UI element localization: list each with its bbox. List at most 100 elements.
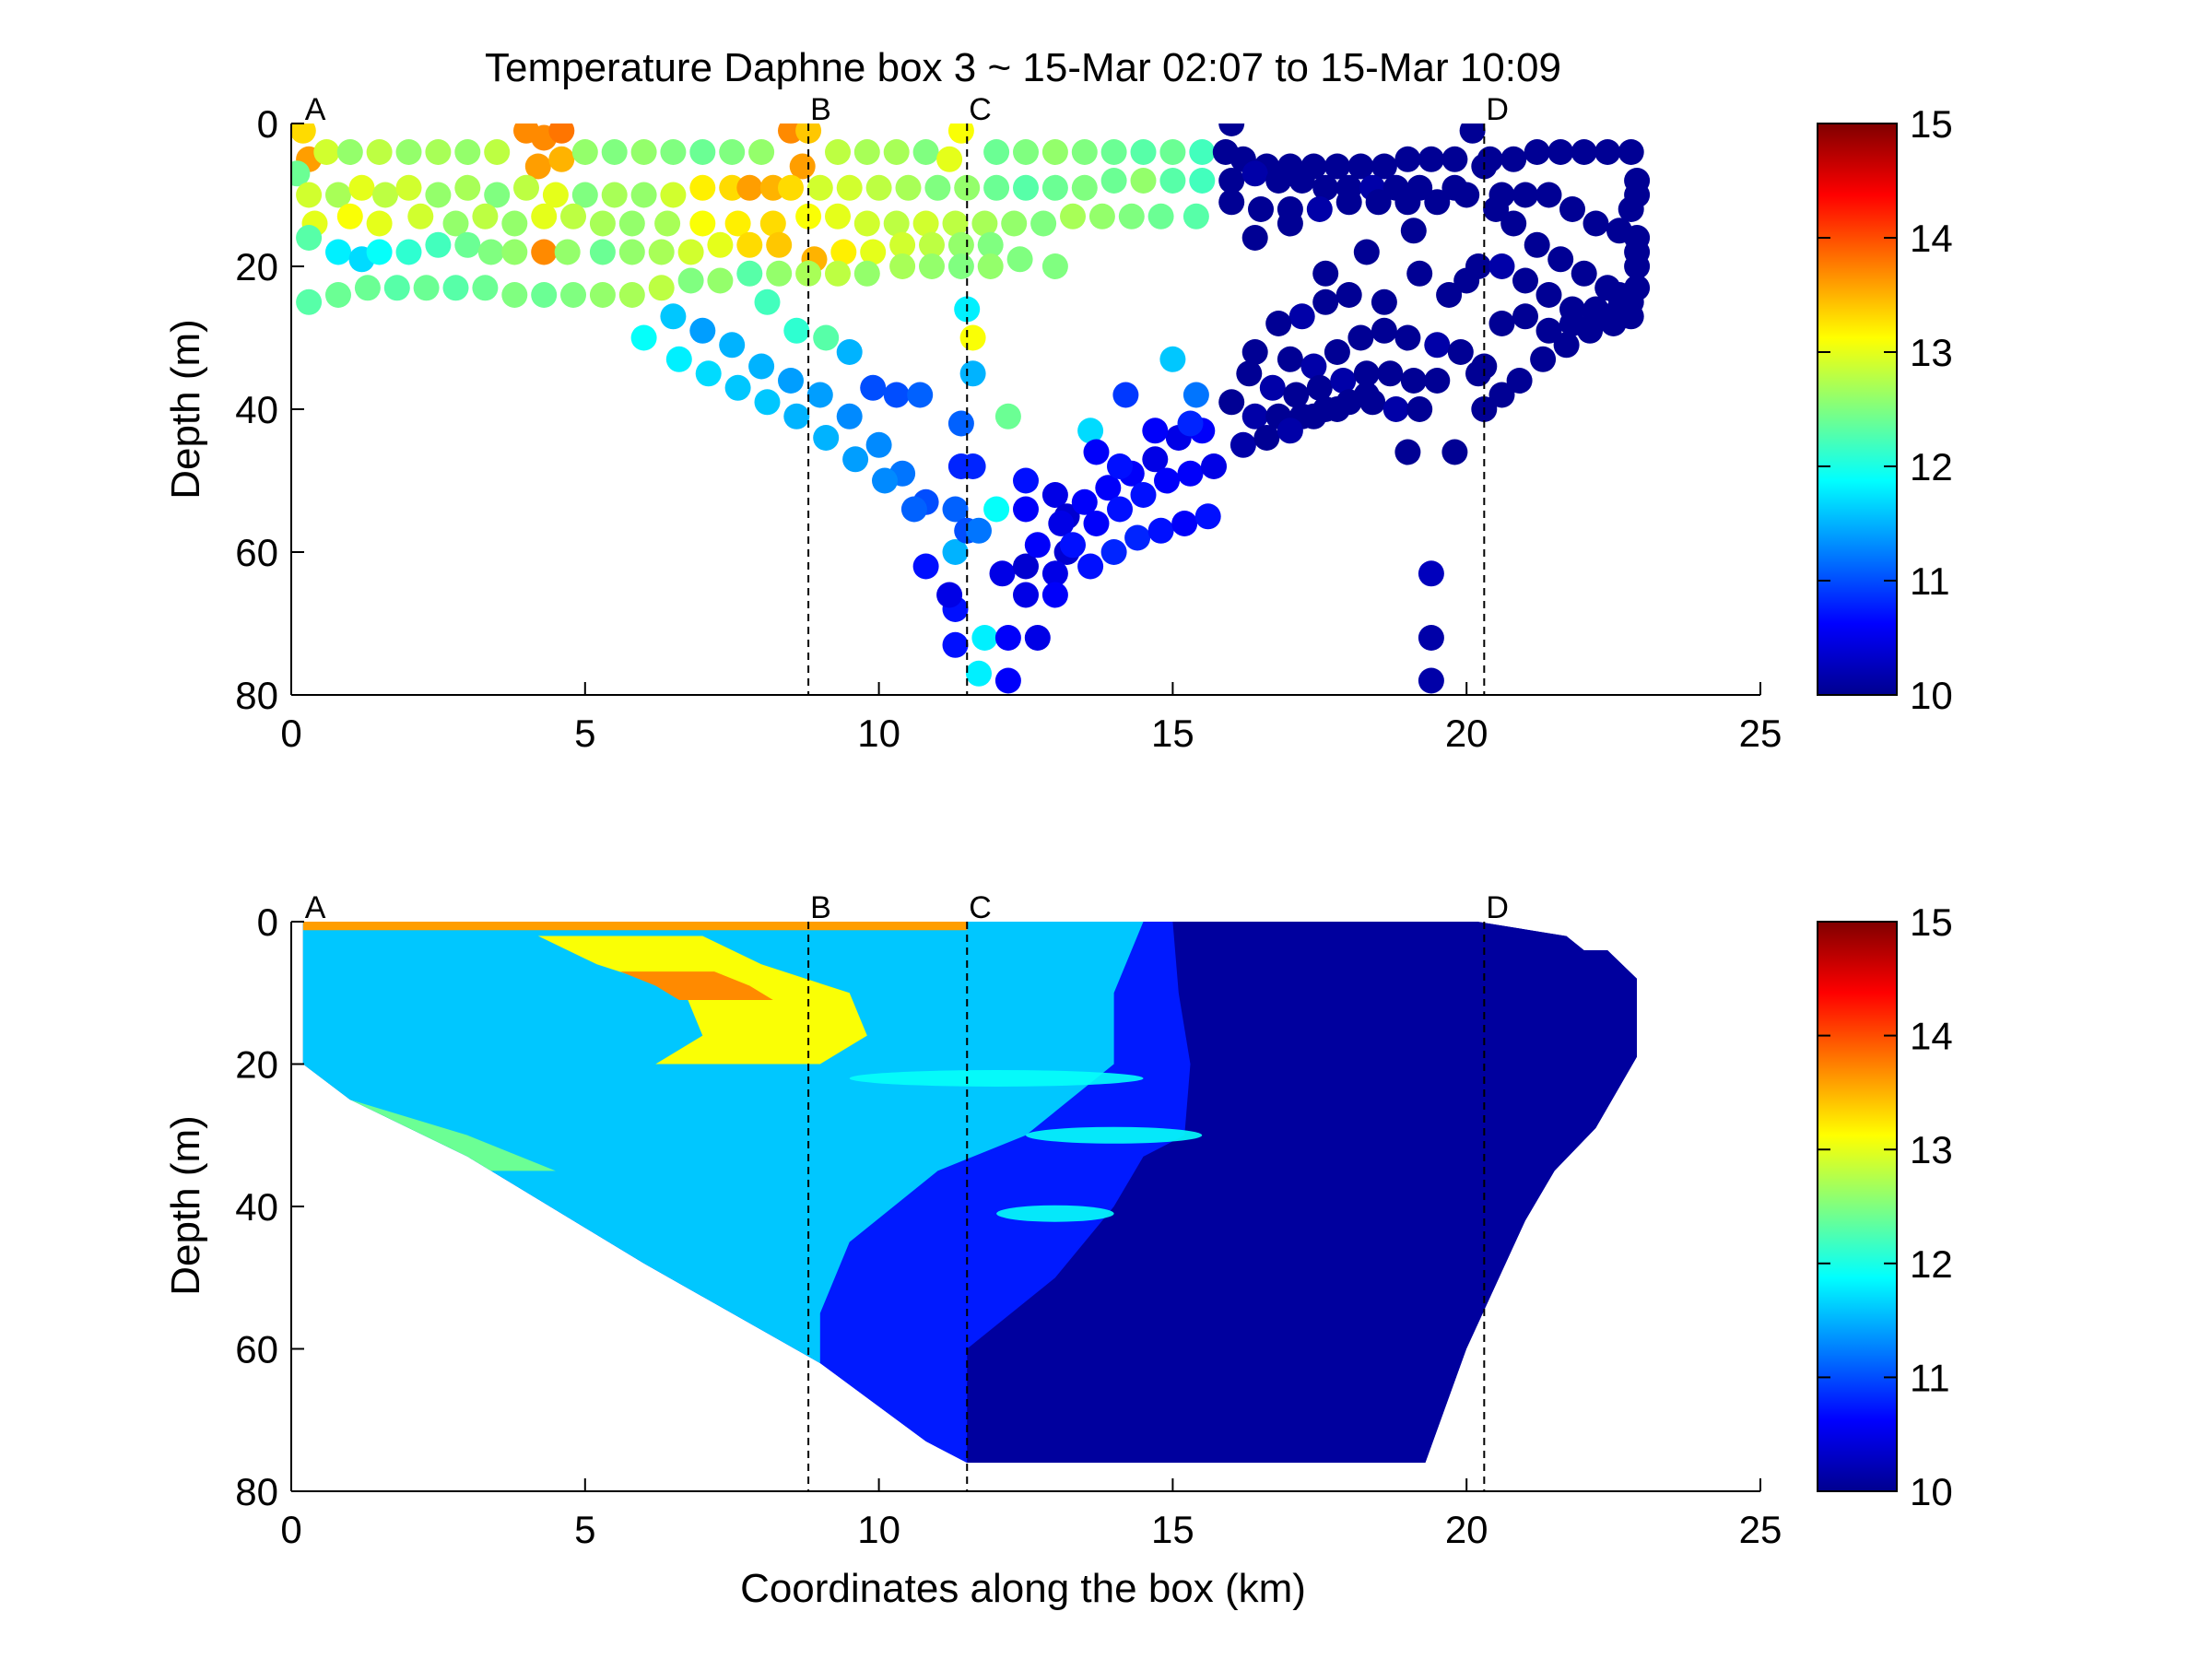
- data-point: [1060, 203, 1086, 229]
- data-point: [1182, 203, 1209, 229]
- data-point: [366, 239, 393, 265]
- colorbar-gradient: [1817, 921, 1898, 1492]
- colorbar-tick-label: 10: [1910, 1470, 1953, 1513]
- data-point: [1201, 453, 1227, 479]
- data-point: [313, 139, 340, 165]
- data-point: [1324, 339, 1350, 365]
- data-point: [1382, 396, 1409, 422]
- data-point: [860, 374, 887, 401]
- data-point: [1371, 153, 1397, 180]
- y-tick-label: 80: [235, 1470, 278, 1513]
- data-point: [883, 139, 910, 165]
- data-point: [354, 275, 381, 301]
- data-point: [648, 239, 675, 265]
- data-point: [1300, 353, 1327, 380]
- colorbar-tick-label: 13: [1910, 1128, 1953, 1171]
- data-point: [425, 139, 452, 165]
- data-point: [977, 231, 1004, 258]
- data-point: [1071, 174, 1098, 201]
- data-point: [548, 146, 575, 172]
- data-point: [954, 174, 981, 201]
- data-point: [1488, 311, 1515, 336]
- data-point: [472, 275, 499, 301]
- data-point: [524, 153, 551, 180]
- data-point: [325, 239, 351, 265]
- data-point: [806, 174, 833, 201]
- data-point: [1400, 368, 1427, 394]
- data-point: [825, 139, 851, 165]
- data-point: [883, 210, 910, 237]
- data-point: [736, 174, 763, 201]
- data-point: [589, 239, 616, 265]
- data-point: [1013, 496, 1039, 523]
- data-point: [865, 174, 892, 201]
- data-point: [748, 139, 775, 165]
- temperature-field: [302, 922, 1638, 1464]
- section-markers: A B C D: [305, 92, 1509, 695]
- data-point: [1130, 482, 1157, 508]
- data-point: [942, 210, 969, 237]
- data-point: [1041, 174, 1068, 201]
- data-point: [724, 374, 751, 401]
- data-point: [1459, 124, 1486, 144]
- data-point: [1182, 382, 1209, 408]
- isotherm-band: [620, 971, 773, 1000]
- data-point: [296, 225, 323, 251]
- scatter-points: [291, 124, 1651, 694]
- data-point: [454, 231, 481, 258]
- data-point: [883, 382, 910, 408]
- data-point: [830, 239, 857, 265]
- contour-field: [302, 922, 1638, 1464]
- data-point: [1177, 410, 1204, 437]
- data-point: [1347, 324, 1374, 351]
- data-point: [766, 260, 793, 287]
- data-point: [1441, 439, 1468, 465]
- data-point: [472, 203, 499, 229]
- data-point: [942, 539, 969, 565]
- data-point: [719, 139, 746, 165]
- data-point: [919, 231, 945, 258]
- data-point: [1312, 288, 1339, 315]
- data-point: [1088, 203, 1115, 229]
- data-point: [1535, 317, 1562, 344]
- data-point: [383, 275, 410, 301]
- x-tick-label: 20: [1445, 1508, 1488, 1551]
- data-point: [695, 360, 722, 387]
- data-point: [618, 239, 645, 265]
- data-point: [1530, 346, 1557, 372]
- data-point: [454, 139, 481, 165]
- data-point: [994, 667, 1021, 694]
- data-point: [1583, 210, 1609, 237]
- section-label-c: C: [969, 890, 992, 925]
- data-point: [665, 346, 692, 372]
- data-point: [936, 146, 963, 172]
- data-point: [1618, 139, 1644, 165]
- data-point: [1477, 146, 1503, 172]
- data-point: [1288, 168, 1315, 194]
- x-tick-label: 5: [574, 712, 595, 755]
- data-point: [1547, 246, 1574, 273]
- data-point: [413, 275, 440, 301]
- data-point: [813, 425, 840, 451]
- data-point: [366, 139, 393, 165]
- surface-skin: [302, 922, 968, 931]
- data-point: [1400, 218, 1427, 244]
- data-point: [442, 210, 469, 237]
- data-point: [689, 210, 716, 237]
- data-point: [1194, 503, 1221, 530]
- data-point: [1488, 182, 1515, 208]
- data-point: [1535, 182, 1562, 208]
- data-point: [1394, 439, 1421, 465]
- colorbar-tick-label: 12: [1910, 445, 1953, 488]
- isotherm-filament: [849, 1069, 1144, 1087]
- data-point: [1259, 374, 1286, 401]
- data-point: [501, 210, 528, 237]
- data-point: [1535, 282, 1562, 308]
- data-point: [1013, 553, 1039, 580]
- data-point: [589, 210, 616, 237]
- data-point: [1041, 582, 1068, 608]
- data-point: [1453, 267, 1480, 294]
- data-point: [853, 210, 880, 237]
- data-point: [1312, 174, 1339, 201]
- data-point: [1324, 396, 1350, 422]
